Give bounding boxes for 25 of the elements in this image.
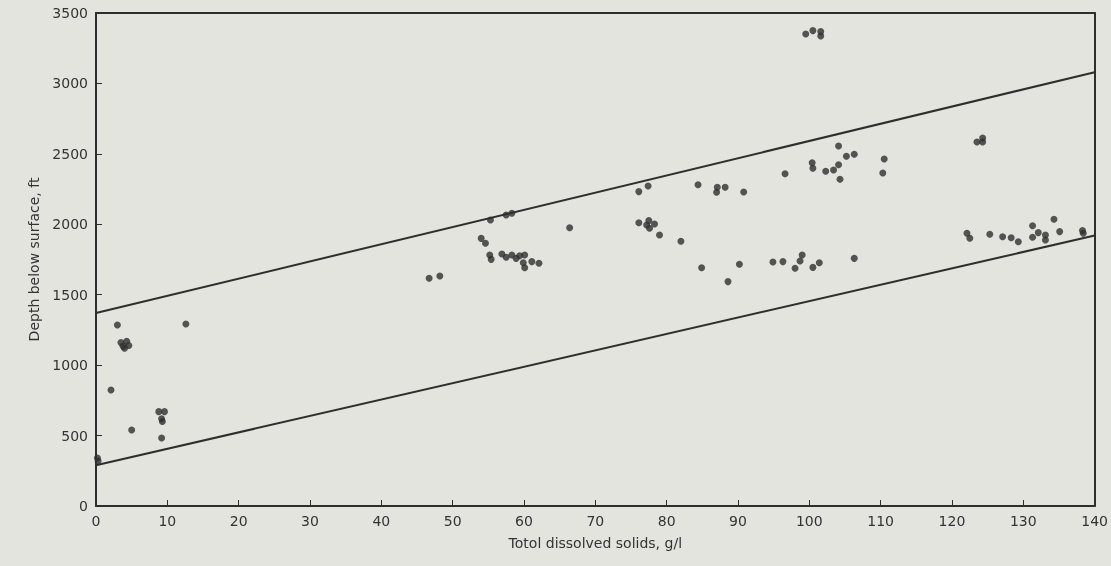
- y-tick-label: 1500: [52, 286, 88, 303]
- x-tick-label: 90: [729, 513, 747, 529]
- x-tick-label: 20: [229, 513, 248, 529]
- x-tick-label: 40: [372, 513, 391, 529]
- x-tick-label: 110: [867, 513, 895, 529]
- x-tick-label: 130: [1009, 513, 1037, 529]
- y-tick-label: 3500: [52, 5, 88, 21]
- y-tick-label: 2000: [52, 216, 88, 233]
- y-tick-label: 1000: [52, 357, 88, 374]
- x-tick-label: 70: [586, 513, 605, 529]
- x-tick-label: 50: [443, 513, 462, 529]
- x-tick-label: 100: [795, 513, 823, 529]
- x-tick-label: 0: [91, 513, 101, 529]
- x-tick-label: 30: [301, 513, 319, 529]
- x-tick-label: 120: [938, 513, 966, 529]
- x-tick-label: 10: [158, 513, 177, 529]
- y-tick-label: 500: [61, 427, 88, 444]
- y-tick-label: 2500: [52, 145, 88, 162]
- y-tick-label: 0: [79, 498, 88, 514]
- x-tick-label: 60: [515, 513, 533, 529]
- y-axis-title: Depth below surface, ft: [26, 177, 42, 342]
- x-axis-title: Totol dissolved solids, g/l: [507, 535, 683, 551]
- x-tick-label: 80: [657, 513, 676, 529]
- y-tick-label: 3000: [52, 75, 88, 92]
- x-tick-label: 140: [1081, 513, 1109, 529]
